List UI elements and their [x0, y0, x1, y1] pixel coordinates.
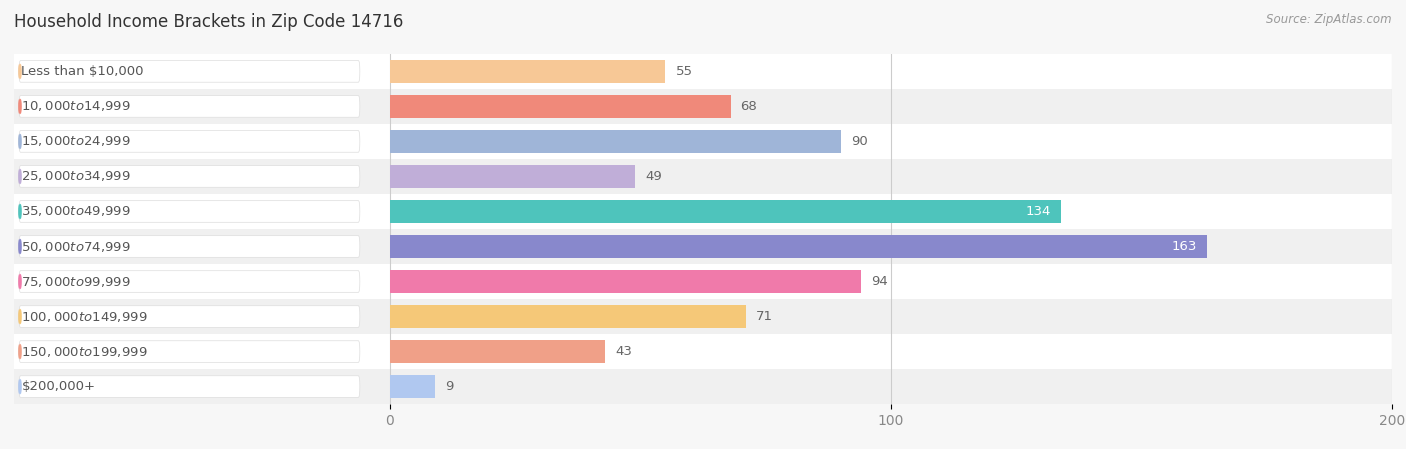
- Bar: [14, 54, 1392, 89]
- Bar: [14, 369, 1392, 404]
- Text: $15,000 to $24,999: $15,000 to $24,999: [21, 134, 131, 149]
- Bar: [389, 60, 665, 83]
- FancyBboxPatch shape: [20, 341, 360, 362]
- FancyBboxPatch shape: [20, 376, 360, 397]
- Bar: [14, 264, 1392, 299]
- Bar: [14, 229, 1392, 264]
- Text: $150,000 to $199,999: $150,000 to $199,999: [21, 344, 148, 359]
- Circle shape: [20, 275, 21, 288]
- Text: 90: 90: [851, 135, 868, 148]
- FancyBboxPatch shape: [20, 271, 360, 292]
- Text: $100,000 to $149,999: $100,000 to $149,999: [21, 309, 148, 324]
- FancyBboxPatch shape: [20, 96, 360, 117]
- Text: 9: 9: [444, 380, 453, 393]
- Text: Source: ZipAtlas.com: Source: ZipAtlas.com: [1267, 13, 1392, 26]
- Circle shape: [18, 99, 21, 114]
- Text: 163: 163: [1171, 240, 1197, 253]
- Bar: [389, 305, 745, 328]
- Circle shape: [18, 274, 21, 289]
- Text: 43: 43: [616, 345, 633, 358]
- Text: $50,000 to $74,999: $50,000 to $74,999: [21, 239, 131, 254]
- Circle shape: [20, 345, 21, 358]
- Bar: [389, 165, 636, 188]
- Bar: [14, 299, 1392, 334]
- Circle shape: [18, 379, 21, 394]
- Text: $75,000 to $99,999: $75,000 to $99,999: [21, 274, 131, 289]
- Text: 49: 49: [645, 170, 662, 183]
- Bar: [14, 159, 1392, 194]
- FancyBboxPatch shape: [20, 201, 360, 222]
- Circle shape: [20, 240, 21, 253]
- Bar: [14, 124, 1392, 159]
- Circle shape: [20, 170, 21, 183]
- FancyBboxPatch shape: [20, 306, 360, 327]
- Circle shape: [20, 135, 21, 148]
- Bar: [389, 200, 1062, 223]
- Bar: [14, 194, 1392, 229]
- Bar: [389, 375, 434, 398]
- Circle shape: [20, 205, 21, 218]
- Circle shape: [18, 64, 21, 79]
- Text: Household Income Brackets in Zip Code 14716: Household Income Brackets in Zip Code 14…: [14, 13, 404, 31]
- Bar: [389, 95, 731, 118]
- FancyBboxPatch shape: [20, 236, 360, 257]
- Text: $200,000+: $200,000+: [21, 380, 96, 393]
- Bar: [389, 340, 606, 363]
- Bar: [389, 235, 1206, 258]
- Text: 71: 71: [755, 310, 773, 323]
- Circle shape: [20, 65, 21, 78]
- Circle shape: [20, 380, 21, 393]
- Bar: [14, 334, 1392, 369]
- Text: $35,000 to $49,999: $35,000 to $49,999: [21, 204, 131, 219]
- FancyBboxPatch shape: [20, 61, 360, 82]
- Text: 55: 55: [675, 65, 692, 78]
- Text: $10,000 to $14,999: $10,000 to $14,999: [21, 99, 131, 114]
- Bar: [389, 270, 860, 293]
- Circle shape: [20, 310, 21, 323]
- Bar: [389, 130, 841, 153]
- FancyBboxPatch shape: [20, 131, 360, 152]
- Circle shape: [18, 169, 21, 184]
- Circle shape: [18, 309, 21, 324]
- Circle shape: [18, 204, 21, 219]
- Text: 94: 94: [870, 275, 887, 288]
- Bar: [14, 89, 1392, 124]
- Text: 134: 134: [1026, 205, 1052, 218]
- Text: Less than $10,000: Less than $10,000: [21, 65, 143, 78]
- Circle shape: [18, 344, 21, 359]
- Circle shape: [18, 134, 21, 149]
- Circle shape: [20, 100, 21, 113]
- Text: $25,000 to $34,999: $25,000 to $34,999: [21, 169, 131, 184]
- Text: 68: 68: [741, 100, 758, 113]
- FancyBboxPatch shape: [20, 166, 360, 187]
- Circle shape: [18, 239, 21, 254]
